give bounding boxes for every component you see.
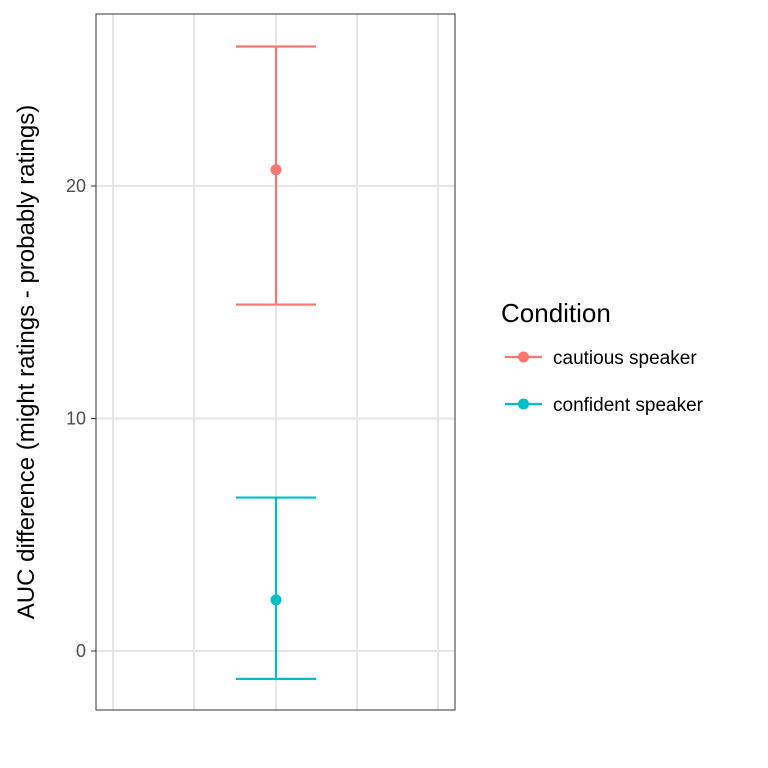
legend-key-point — [518, 351, 529, 363]
data-point — [270, 164, 282, 176]
y-axis: 0 10 20 — [66, 176, 96, 661]
legend-label: confident speaker — [553, 395, 704, 416]
errorbar-0 — [236, 45, 316, 306]
plot-panel-border — [95, 13, 456, 711]
legend-key-point — [518, 398, 529, 410]
chart-marks — [236, 45, 316, 681]
y-tick-label: 10 — [66, 409, 86, 429]
legend-item: cautious speaker — [505, 348, 697, 369]
legend-title: Condition — [501, 298, 611, 328]
legend-item: confident speaker — [505, 395, 704, 416]
y-axis-title: AUC difference (might ratings - probably… — [13, 105, 40, 619]
data-point — [270, 594, 282, 606]
y-tick-label: 0 — [76, 641, 86, 661]
errorbar-1 — [236, 496, 316, 681]
y-tick-label: 20 — [66, 176, 86, 196]
legend: Condition cautious speaker confident spea… — [501, 298, 704, 416]
legend-label: cautious speaker — [553, 348, 697, 369]
